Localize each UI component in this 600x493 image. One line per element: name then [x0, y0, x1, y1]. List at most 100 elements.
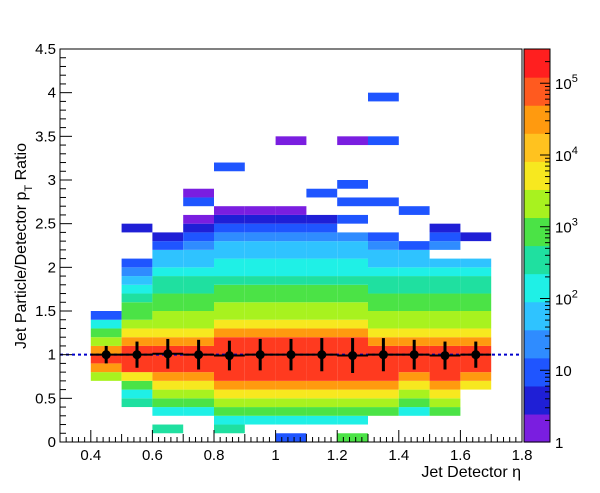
- heatmap-cell: [214, 424, 245, 434]
- heatmap-cell: [337, 398, 368, 408]
- heatmap-cell: [337, 180, 368, 189]
- colorbar-band: [524, 161, 550, 190]
- heatmap-cell: [121, 398, 153, 408]
- heatmap-cell: [275, 241, 307, 259]
- heatmap-cell: [183, 249, 214, 268]
- heatmap-cell: [275, 433, 307, 442]
- heatmap-cell: [429, 328, 461, 338]
- colorbar-band: [524, 49, 550, 78]
- heatmap-cell: [183, 389, 214, 399]
- colorbar-band: [524, 245, 550, 275]
- heatmap-cell: [244, 232, 276, 242]
- heatmap-cell: [398, 293, 430, 311]
- heatmap-cell: [244, 389, 276, 399]
- heatmap-cell: [275, 389, 307, 399]
- colorbar-tick-label: 103: [555, 217, 578, 237]
- heatmap-cell: [337, 389, 368, 399]
- heatmap-cell: [429, 337, 461, 346]
- profile-marker: [409, 350, 419, 360]
- profile-point: [214, 340, 245, 371]
- x-tick-label: 0.6: [142, 447, 163, 464]
- heatmap-cell: [244, 284, 276, 303]
- heatmap-cell: [368, 276, 399, 294]
- heatmap-cell: [244, 258, 276, 277]
- profile-point: [368, 338, 399, 372]
- heatmap-cell: [337, 415, 368, 425]
- heatmap-cell: [244, 206, 276, 215]
- colorbar-band: [524, 133, 550, 162]
- heatmap-cell: [152, 398, 184, 408]
- heatmap-cell: [214, 214, 245, 224]
- profile-marker: [317, 350, 327, 360]
- colorbar-band: [524, 77, 550, 106]
- heatmap-cell: [244, 223, 276, 233]
- heatmap-cell: [152, 276, 184, 294]
- heatmap-cell: [90, 319, 122, 329]
- heatmap-cell: [429, 380, 461, 390]
- heatmap-cell: [306, 276, 338, 285]
- heatmap-cell: [460, 267, 492, 277]
- heatmap-cell: [460, 276, 492, 294]
- heatmap-cell: [121, 284, 153, 294]
- heatmap-cell: [90, 363, 122, 373]
- profile-marker: [132, 350, 142, 360]
- heatmap-cell: [152, 372, 184, 381]
- heatmap-cell: [429, 311, 461, 329]
- heatmap-cell: [306, 407, 338, 416]
- x-axis: 0.4 0.6 0.8 1 1.2 1.4 1.6 1.8: [59, 430, 532, 464]
- heatmap-cell: [368, 389, 399, 399]
- heatmap-cells: [90, 92, 492, 442]
- heatmap-cell: [152, 293, 184, 311]
- heatmap-cell: [337, 197, 368, 207]
- x-tick-label: 1: [271, 447, 279, 464]
- heatmap-cell: [152, 407, 184, 416]
- heatmap-cell: [244, 407, 276, 416]
- profile-marker: [440, 351, 450, 361]
- heatmap-cell: [398, 398, 430, 408]
- heatmap-cell: [306, 188, 338, 198]
- heatmap-cell: [183, 311, 214, 329]
- profile-point: [152, 338, 184, 369]
- heatmap-cell: [183, 398, 214, 408]
- heatmap-cell: [368, 380, 399, 390]
- heatmap-cell: [460, 337, 492, 346]
- heatmap-cell: [460, 311, 492, 329]
- heatmap-cell: [183, 214, 214, 224]
- heatmap-cell: [398, 372, 430, 381]
- plot-frame: [59, 48, 523, 443]
- heatmap-cell: [275, 258, 307, 277]
- heatmap-cell: [337, 380, 368, 390]
- heatmap-cell: [368, 197, 399, 207]
- heatmap-cell: [306, 380, 338, 390]
- heatmap-cell: [275, 214, 307, 224]
- heatmap-cell: [337, 302, 368, 320]
- heatmap-cell: [429, 398, 461, 408]
- heatmap-cell: [275, 398, 307, 408]
- heatmap-cell: [429, 389, 461, 399]
- heatmap-cell: [275, 302, 307, 320]
- heatmap-cell: [244, 302, 276, 320]
- x-tick-label: 1.4: [388, 447, 409, 464]
- x-tick-label: 0.4: [80, 447, 101, 464]
- heatmap-cell: [306, 319, 338, 329]
- heatmap-cell: [214, 328, 245, 338]
- y-tick-label: 0.5: [35, 390, 56, 407]
- heatmap-cell: [398, 249, 430, 268]
- heatmap-cell: [214, 380, 245, 390]
- heatmap-cell: [306, 214, 338, 224]
- heatmap-cell: [183, 267, 214, 277]
- heatmap-cell: [398, 241, 430, 250]
- heatmap-cell: [398, 267, 430, 277]
- heatmap-cell: [183, 276, 214, 294]
- x-axis-label: Jet Detector η: [421, 464, 521, 481]
- heatmap-cell: [337, 433, 368, 442]
- heatmap-cell: [214, 389, 245, 399]
- profile-point: [183, 339, 214, 370]
- heatmap-cell: [275, 223, 307, 233]
- heatmap-cell: [244, 328, 276, 338]
- heatmap-cell: [90, 372, 122, 381]
- y-axis-label-subscript: T: [23, 185, 35, 192]
- heatmap-cell: [214, 319, 245, 329]
- heatmap-cell: [368, 293, 399, 311]
- heatmap-cell: [152, 328, 184, 338]
